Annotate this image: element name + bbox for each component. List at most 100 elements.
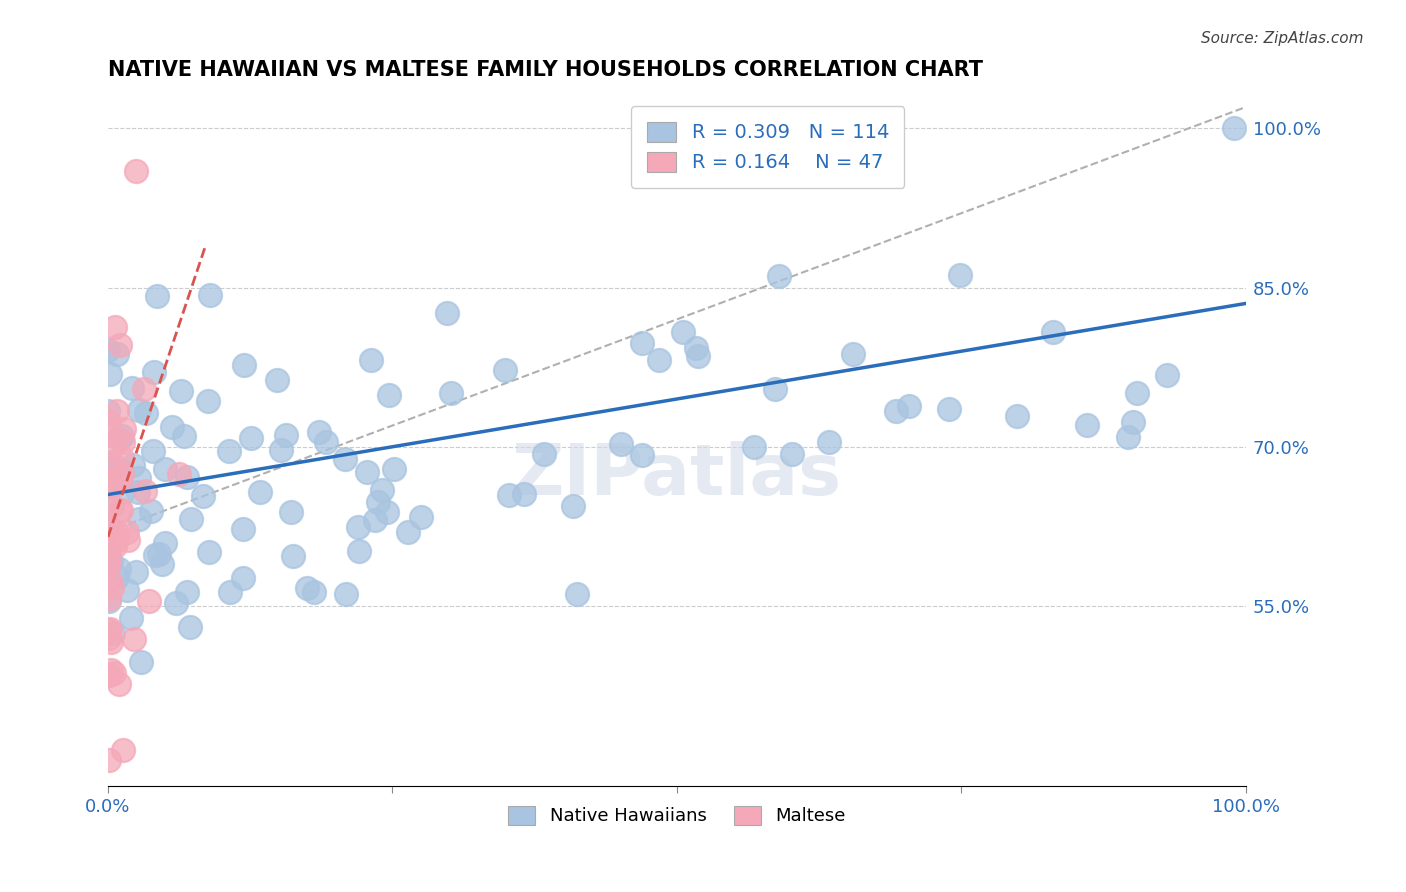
Point (148, 548, 170, 562)
Point (97, 753, 120, 767)
Point (98, 668, 121, 682)
Point (105, 403, 128, 417)
Point (98, 455, 121, 469)
Point (129, 655, 152, 669)
Point (100, 635, 122, 649)
Point (111, 485, 134, 500)
Point (117, 533, 139, 547)
Point (949, 268, 972, 282)
Point (169, 384, 191, 398)
Point (142, 365, 165, 379)
Point (103, 665, 125, 680)
Point (232, 571, 254, 585)
Point (818, 435, 841, 450)
Point (100, 479, 122, 493)
Point (648, 353, 671, 368)
Point (101, 626, 124, 640)
Point (533, 447, 555, 461)
Point (356, 465, 378, 479)
Point (610, 437, 633, 451)
Point (1076, 417, 1098, 432)
Point (121, 381, 143, 395)
Point (335, 587, 357, 601)
Point (107, 525, 129, 540)
Point (97, 623, 120, 637)
Point (108, 432, 131, 446)
Point (197, 394, 219, 409)
Point (135, 406, 157, 420)
Point (283, 549, 305, 563)
Point (153, 461, 176, 475)
Point (111, 743, 134, 757)
Point (115, 582, 138, 597)
Point (841, 347, 863, 361)
Point (436, 306, 458, 320)
Point (266, 373, 288, 387)
Point (97, 404, 120, 418)
Point (103, 437, 125, 451)
Point (128, 471, 150, 485)
Point (347, 544, 370, 558)
Point (100, 581, 122, 595)
Point (98, 557, 121, 571)
Point (124, 632, 146, 646)
Point (302, 585, 325, 599)
Point (108, 562, 131, 576)
Point (1223, 121, 1246, 136)
Point (1005, 409, 1028, 424)
Point (898, 399, 921, 413)
Point (150, 558, 173, 572)
Point (112, 435, 135, 450)
Point (98, 622, 121, 636)
Point (103, 457, 125, 471)
Point (128, 403, 150, 417)
Point (685, 341, 707, 355)
Point (98, 428, 121, 442)
Point (347, 519, 370, 533)
Legend: Native Hawaiians, Maltese: Native Hawaiians, Maltese (501, 799, 853, 832)
Point (382, 461, 405, 475)
Point (360, 353, 382, 368)
Point (219, 585, 242, 599)
Point (142, 444, 165, 458)
Point (97, 343, 120, 357)
Point (111, 428, 134, 442)
Point (440, 386, 463, 401)
Point (173, 429, 195, 443)
Point (104, 319, 127, 334)
Point (742, 440, 765, 454)
Point (111, 450, 134, 465)
Point (108, 338, 131, 352)
Point (239, 431, 262, 445)
Point (565, 587, 588, 601)
Point (107, 677, 129, 691)
Text: NATIVE HAWAIIAN VS MALTESE FAMILY HOUSEHOLDS CORRELATION CHART: NATIVE HAWAIIAN VS MALTESE FAMILY HOUSEH… (108, 60, 983, 79)
Point (631, 336, 654, 351)
Point (218, 443, 240, 458)
Point (98, 460, 121, 475)
Point (97, 500, 120, 515)
Point (97, 556, 120, 570)
Point (280, 505, 302, 519)
Point (160, 420, 183, 434)
Point (105, 570, 128, 584)
Point (97, 523, 120, 537)
Point (200, 287, 222, 301)
Point (179, 620, 201, 634)
Point (98, 541, 121, 555)
Point (333, 451, 356, 466)
Point (111, 467, 134, 481)
Point (98, 594, 121, 608)
Point (105, 347, 128, 361)
Point (176, 469, 198, 483)
Point (105, 532, 128, 546)
Point (145, 548, 167, 562)
Point (98, 520, 121, 534)
Point (108, 503, 131, 517)
Point (1042, 326, 1064, 340)
Point (688, 349, 710, 363)
Point (249, 484, 271, 499)
Point (97, 465, 120, 479)
Point (232, 358, 254, 372)
Point (128, 512, 150, 526)
